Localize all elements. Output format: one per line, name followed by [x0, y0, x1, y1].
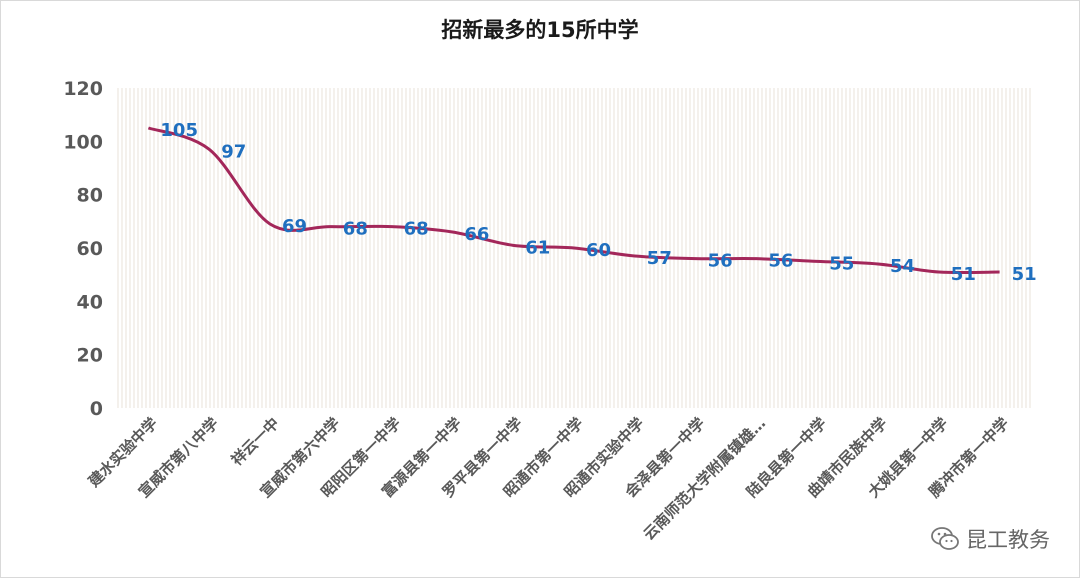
watermark: 昆工教务: [930, 524, 1050, 554]
series-line: [147, 126, 1000, 275]
data-label: 54: [890, 256, 915, 277]
y-tick-label: 40: [77, 291, 103, 313]
data-label: 57: [647, 248, 672, 269]
x-tick-label: 云南师范大学附属镇雄…: [640, 414, 769, 543]
chart-title: 招新最多的15所中学: [441, 18, 639, 42]
y-tick-label: 20: [77, 345, 103, 367]
y-tick-label: 80: [77, 185, 103, 207]
data-label: 68: [343, 219, 368, 240]
data-label: 105: [160, 120, 198, 141]
y-tick-label: 60: [77, 238, 103, 260]
data-label: 51: [1012, 264, 1037, 285]
watermark-text: 昆工教务: [966, 528, 1050, 552]
data-label: 66: [464, 224, 489, 245]
data-label: 56: [708, 251, 733, 272]
data-label: 56: [768, 251, 793, 272]
x-tick-label: 祥云一中: [228, 414, 283, 469]
y-axis: 0 20 40 60 80 100 120: [63, 78, 103, 420]
data-label: 55: [829, 253, 854, 274]
data-label: 68: [404, 219, 429, 240]
y-tick-label: 100: [63, 131, 103, 153]
data-label: 69: [282, 216, 307, 237]
data-labels: 105 97 69 68 68 66 61 60 57 56 56 55 54 51 51: [160, 120, 1036, 285]
data-label: 60: [586, 240, 611, 261]
y-tick-label: 0: [90, 398, 103, 420]
wechat-icon: [931, 527, 959, 550]
plot-area-hatch: [117, 88, 1031, 408]
y-tick-label: 120: [63, 78, 103, 100]
data-label: 51: [951, 264, 976, 285]
data-label: 61: [525, 237, 550, 258]
data-label: 97: [221, 141, 246, 162]
